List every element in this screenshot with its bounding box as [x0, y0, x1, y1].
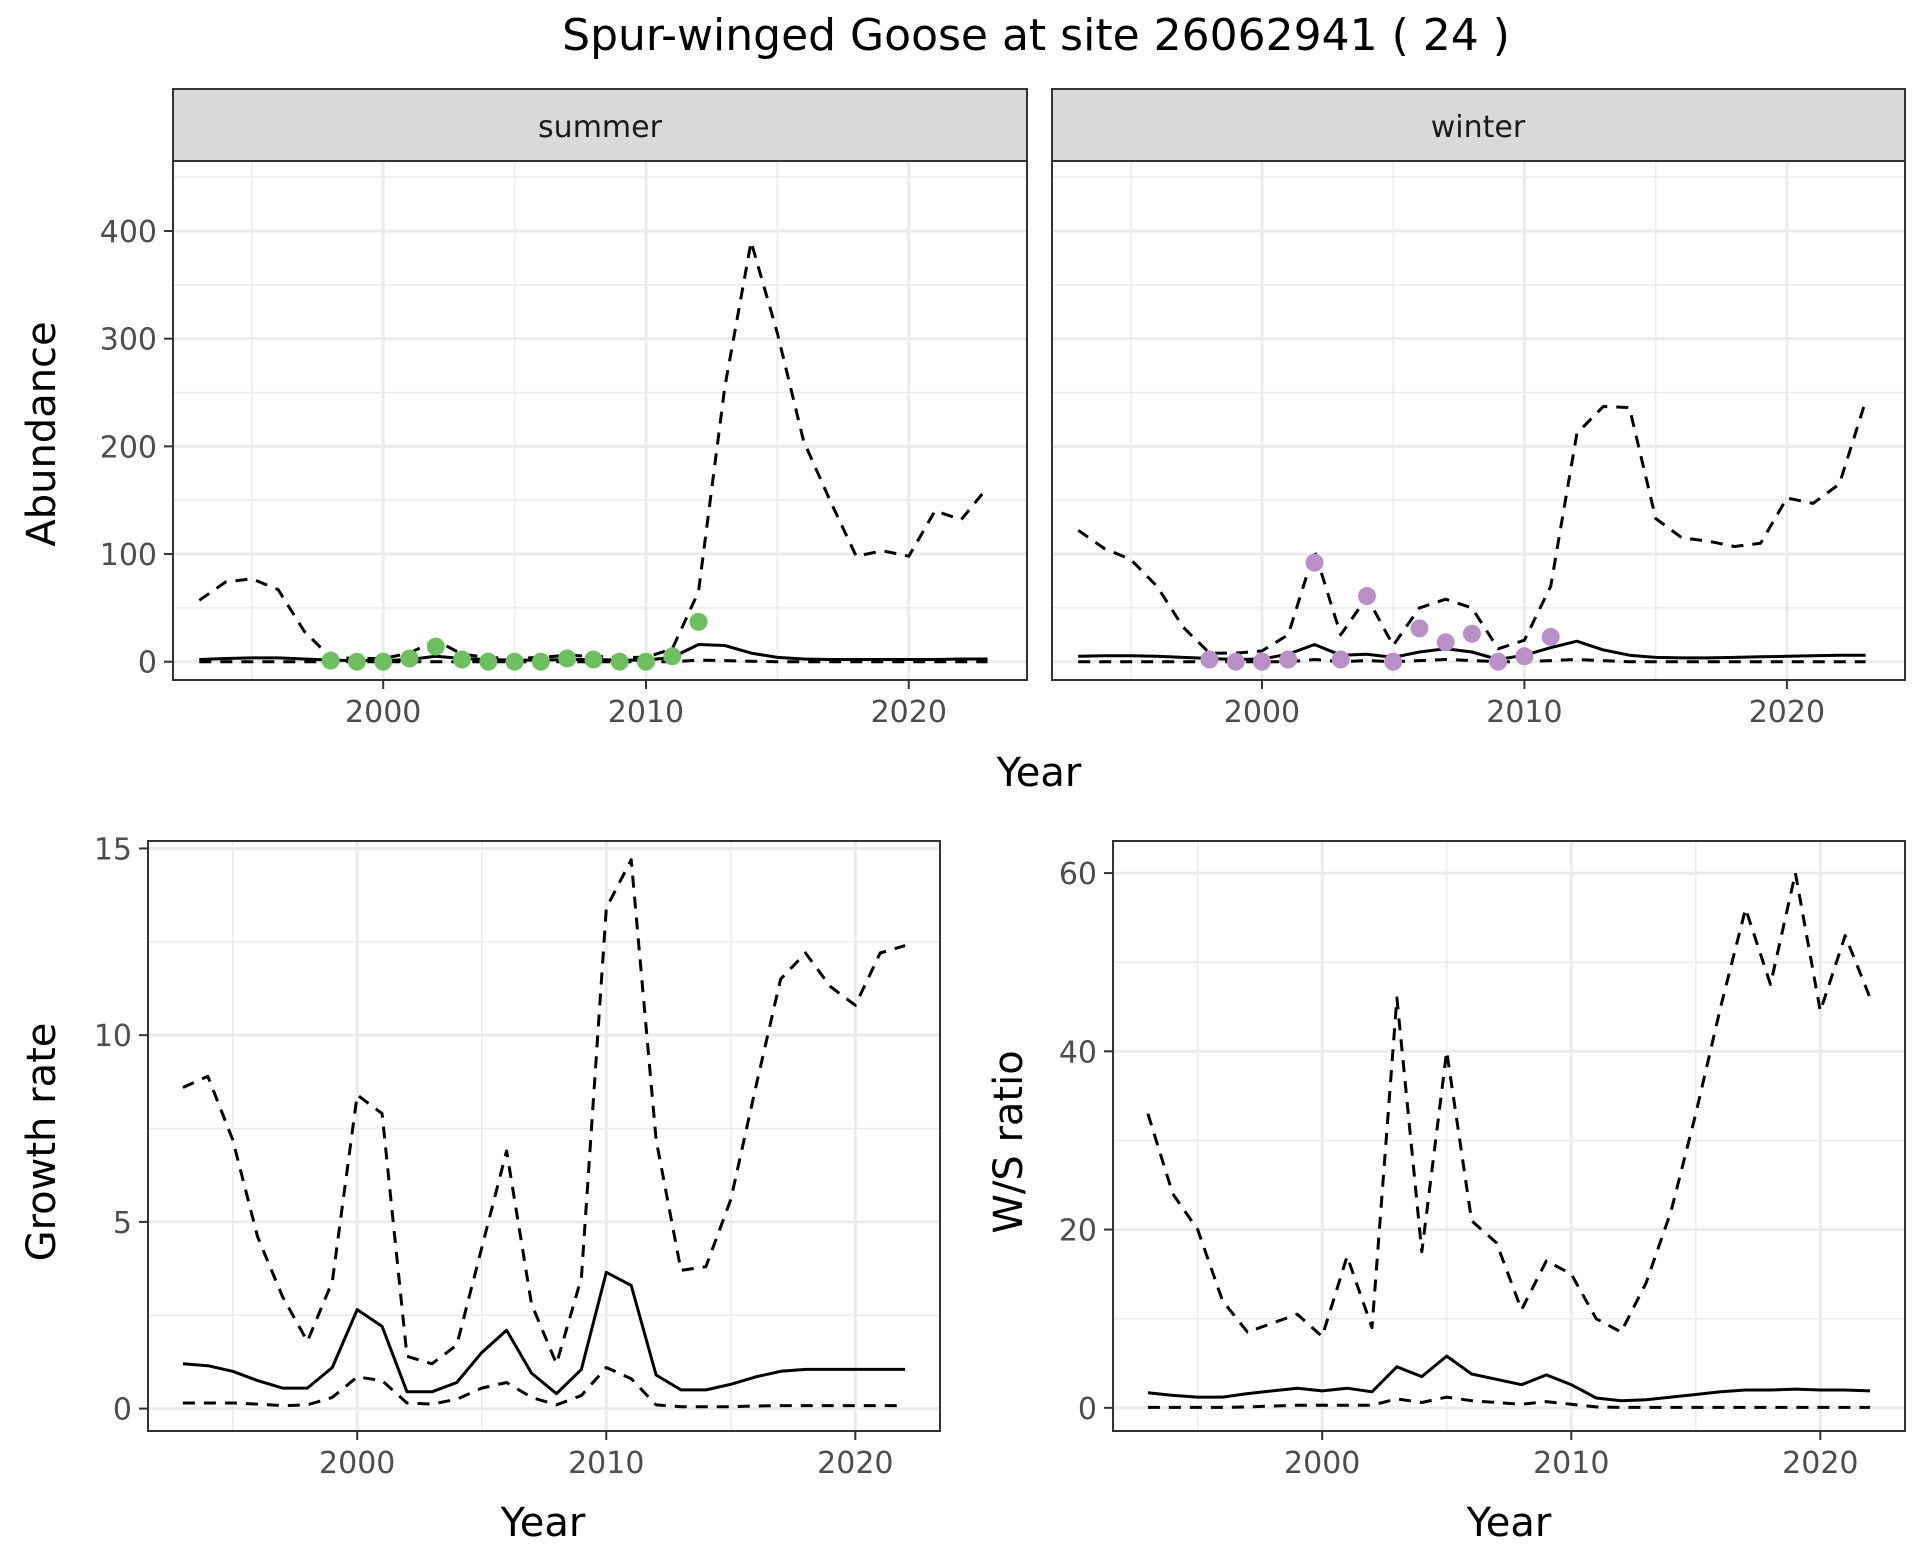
- data-point: [374, 652, 393, 671]
- plot-area-growth: 2000 2010 2020 0 5 10 15: [94, 832, 941, 1481]
- data-point: [1541, 627, 1560, 646]
- figure-title: Spur-winged Goose at site 26062941 ( 24 …: [562, 10, 1510, 61]
- series-line-estimate: [1147, 1354, 1871, 1403]
- series-line-lower: [1147, 1395, 1871, 1409]
- strip-winter: [1051, 88, 1906, 162]
- data-point: [400, 649, 419, 668]
- series-group-summer: [198, 240, 989, 671]
- strip-summer: [172, 88, 1028, 162]
- y-tick-label: 5: [113, 1206, 132, 1241]
- strip-label-summer: summer: [538, 110, 663, 145]
- data-point: [531, 652, 550, 671]
- data-point: [1279, 650, 1298, 669]
- panel-border-summer: [172, 160, 1028, 681]
- plot-area-ws-ratio: 2000 2010 2020 0 20 40 60: [1059, 840, 1906, 1481]
- x-tick-label: 2020: [1782, 1446, 1858, 1481]
- x-tick-label: 2020: [817, 1446, 893, 1481]
- x-tick-label: 2020: [871, 695, 947, 730]
- series-line-upper: [182, 858, 906, 1366]
- y-tick-label: 100: [100, 538, 157, 573]
- series-line-upper: [1077, 400, 1868, 655]
- y-tick-label: 10: [94, 1019, 132, 1054]
- series-group-ws_ratio: [1146, 871, 1872, 1409]
- data-point: [1489, 652, 1508, 671]
- data-point: [1462, 624, 1481, 643]
- series-line-estimate: [182, 1270, 906, 1396]
- data-point: [453, 650, 472, 669]
- data-point: [663, 647, 682, 666]
- data-point: [1305, 553, 1324, 572]
- plot-area-summer: 2000 2010 2020 0 100 200 300 400: [100, 160, 1028, 730]
- x-axis-label-growth: Year: [500, 1500, 586, 1546]
- data-point: [689, 612, 708, 631]
- data-point: [1331, 650, 1350, 669]
- data-point: [347, 652, 366, 671]
- y-axis-label-abundance: Abundance: [19, 321, 65, 546]
- panel-border-ws_ratio: [1112, 840, 1906, 1432]
- data-point: [1226, 652, 1245, 671]
- x-tick-label: 2010: [568, 1446, 644, 1481]
- x-axis-label-ws-ratio: Year: [1466, 1500, 1552, 1546]
- x-tick-label: 2000: [319, 1446, 395, 1481]
- grid-growth: [148, 841, 940, 1431]
- data-point: [1410, 619, 1429, 638]
- data-point: [584, 650, 603, 669]
- y-tick-label: 400: [100, 215, 157, 250]
- panel-summer: summer 2000 2010 2020 0 100 200 300 400: [100, 88, 1028, 730]
- x-tick-label: 2010: [608, 695, 684, 730]
- panel-border-growth: [147, 840, 941, 1432]
- x-tick-label: 2000: [1284, 1446, 1360, 1481]
- data-point: [1200, 650, 1219, 669]
- y-tick-label: 0: [113, 1393, 132, 1428]
- y-tick-label: 0: [138, 646, 157, 681]
- y-axis-label-ws-ratio: W/S ratio: [986, 1050, 1032, 1233]
- x-tick-label: 2000: [345, 695, 421, 730]
- y-tick-label: 15: [94, 832, 132, 867]
- series-line-lower: [182, 1366, 906, 1409]
- panel-border-winter: [1051, 160, 1906, 681]
- strip-label-winter: winter: [1431, 110, 1526, 145]
- x-tick-label: 2010: [1486, 695, 1562, 730]
- x-tick-label: 2000: [1224, 695, 1300, 730]
- y-tick-label: 40: [1059, 1035, 1097, 1070]
- data-point: [636, 652, 655, 671]
- series-line-upper: [1146, 871, 1872, 1338]
- data-point: [610, 652, 629, 671]
- x-axis-label-top: Year: [996, 750, 1082, 796]
- y-tick-label: 60: [1059, 857, 1097, 892]
- data-point: [1515, 647, 1534, 666]
- y-tick-label: 300: [100, 323, 157, 358]
- y-tick-label: 20: [1059, 1214, 1097, 1249]
- panel-winter: winter 2000 2010 2020: [1051, 88, 1906, 730]
- data-point: [1252, 652, 1271, 671]
- series-group-winter: [1077, 400, 1868, 671]
- data-point: [1436, 633, 1455, 652]
- data-point: [479, 652, 498, 671]
- plot-area-winter: 2000 2010 2020: [1051, 160, 1906, 730]
- y-tick-label: 0: [1078, 1392, 1097, 1427]
- x-tick-label: 2020: [1749, 695, 1825, 730]
- data-point: [1357, 587, 1376, 606]
- series-group-growth: [182, 858, 906, 1409]
- data-point: [426, 637, 445, 656]
- x-tick-label: 2010: [1533, 1446, 1609, 1481]
- y-axis-label-growth: Growth rate: [19, 1023, 65, 1262]
- y-tick-label: 200: [100, 430, 157, 465]
- data-point: [558, 649, 577, 668]
- data-point: [1384, 652, 1403, 671]
- data-point: [505, 652, 524, 671]
- data-point: [321, 651, 340, 670]
- grid-ws_ratio: [1113, 841, 1905, 1431]
